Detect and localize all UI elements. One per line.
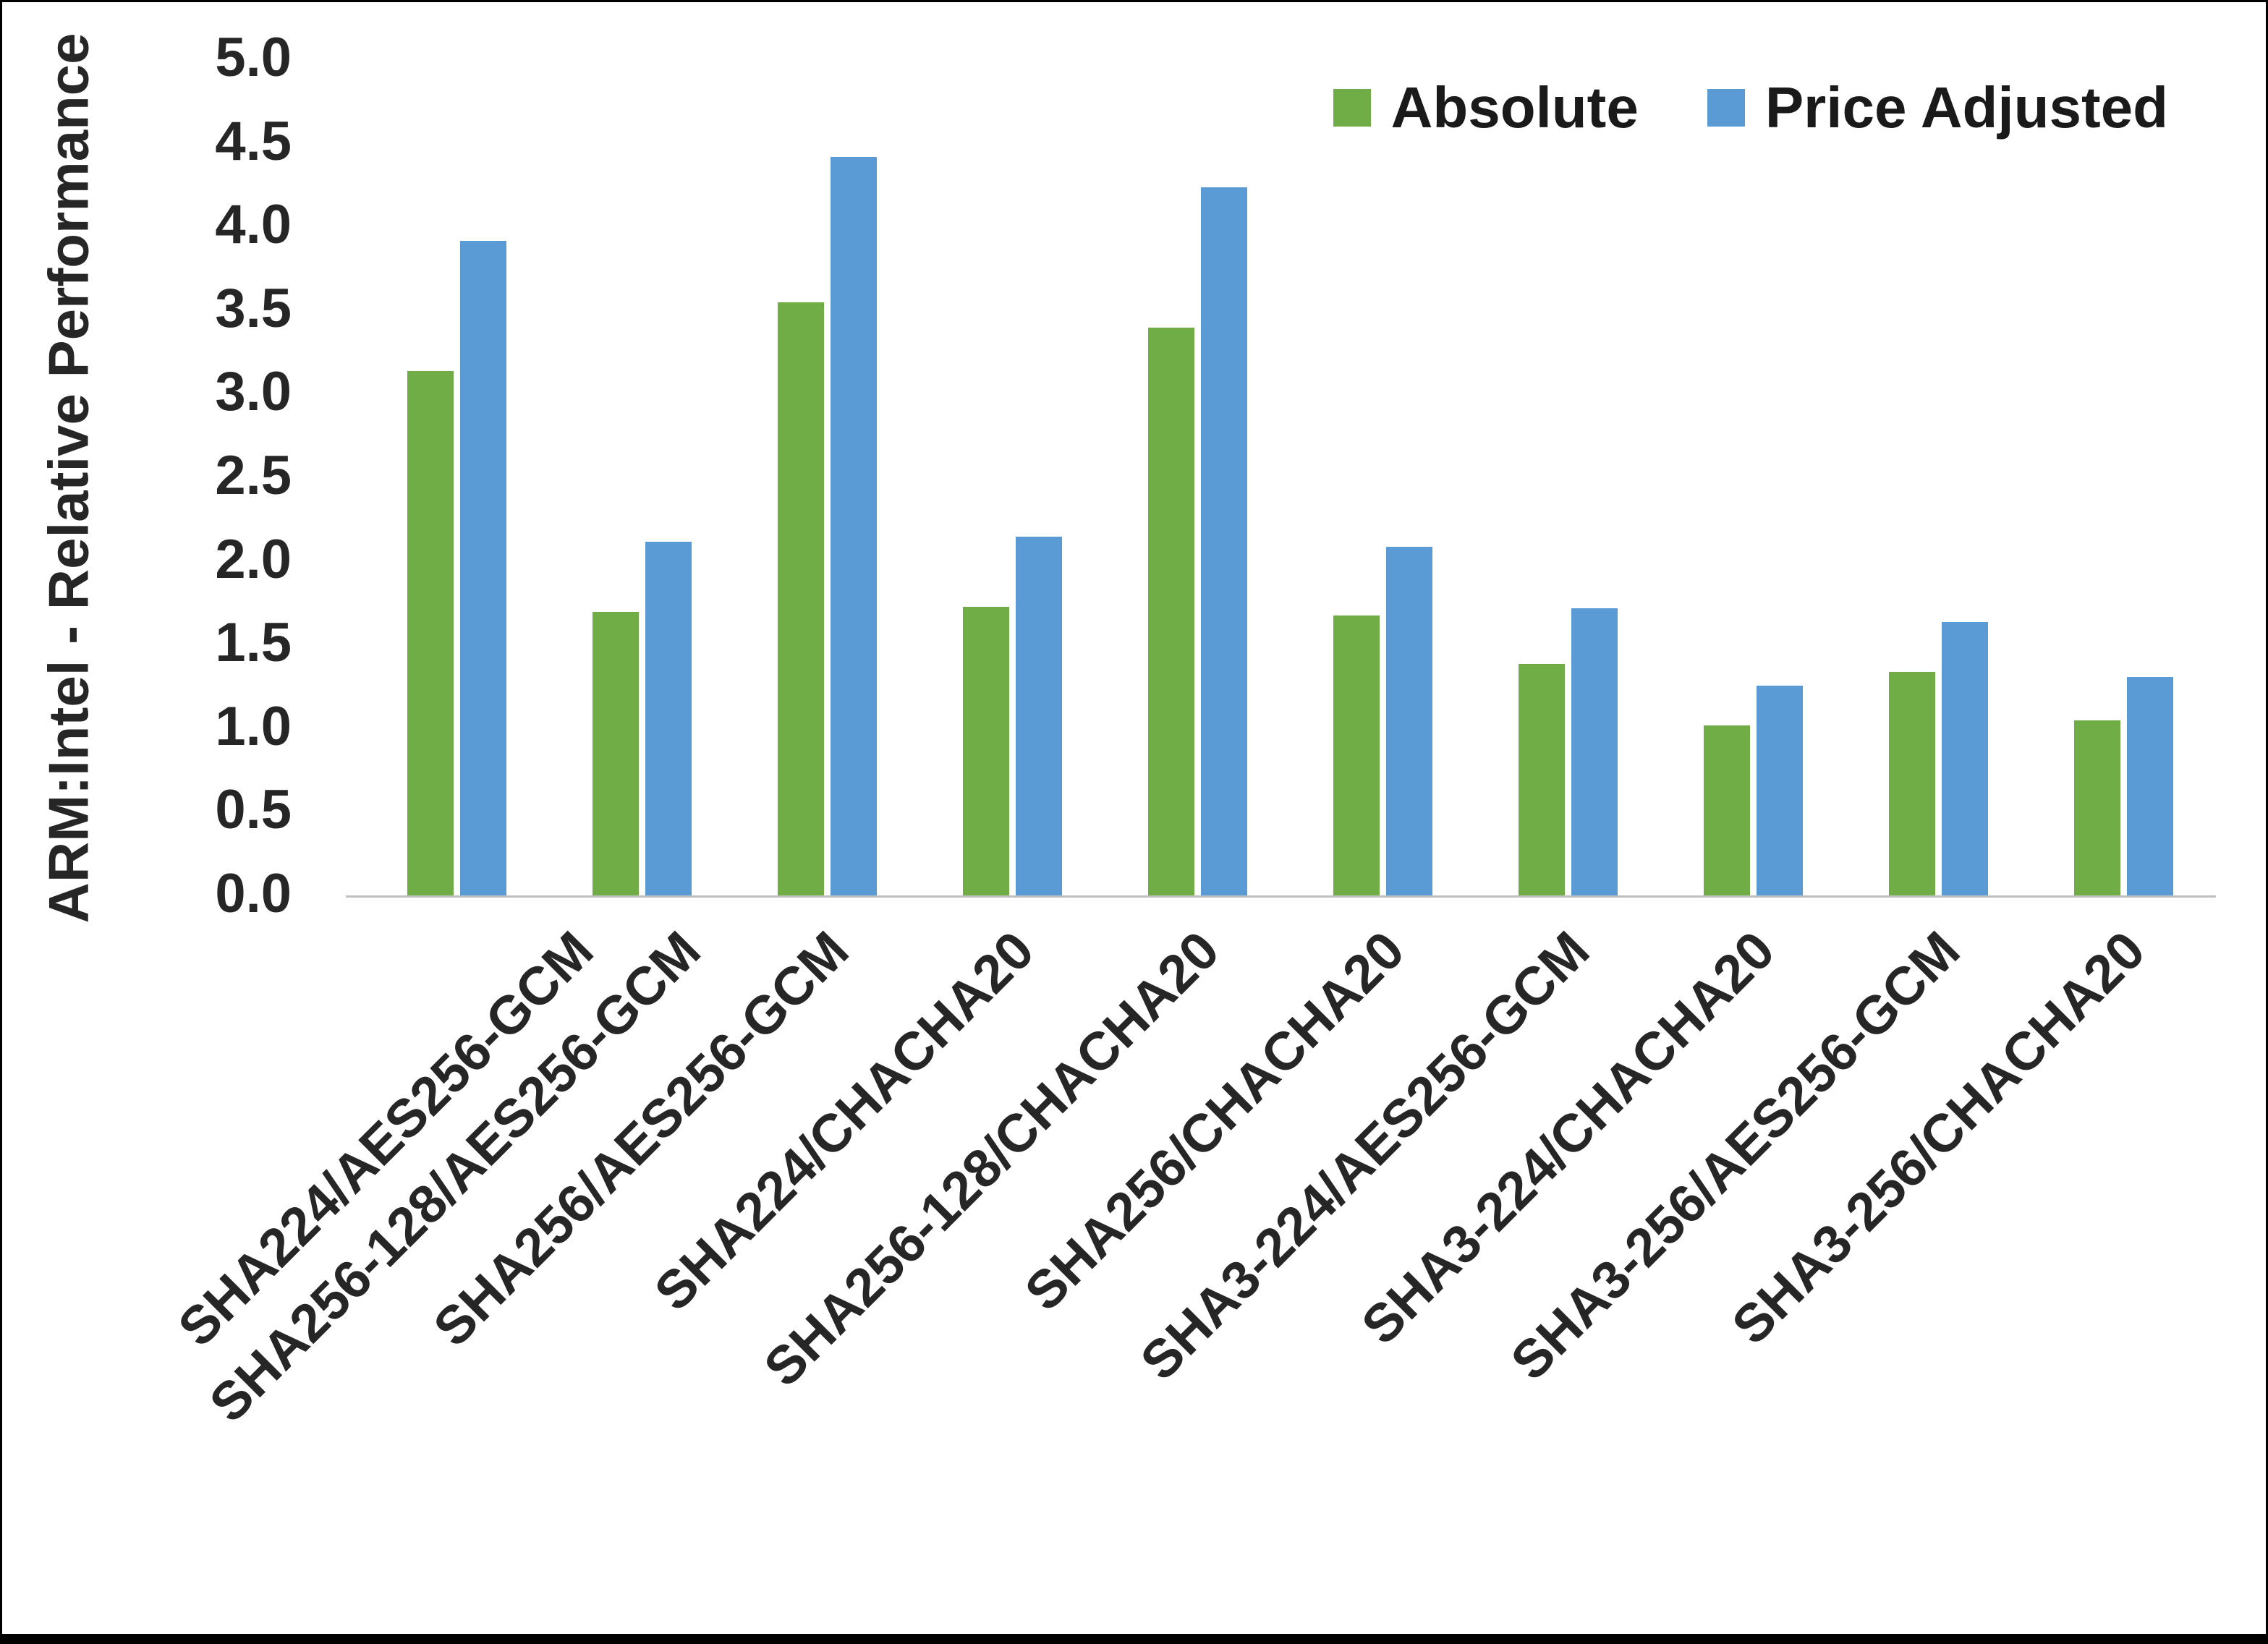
bar-absolute <box>1703 725 1750 896</box>
bar-price-adjusted <box>459 240 506 896</box>
y-tick-label: 0.0 <box>215 863 292 925</box>
plot-area <box>346 60 2216 898</box>
x-axis-line <box>346 895 2216 898</box>
y-axis-title: ARM:Intel - Relative Performance <box>36 33 101 924</box>
y-tick-label: 0.5 <box>215 779 292 841</box>
bar-price-adjusted <box>1756 685 1803 896</box>
y-tick-label: 2.0 <box>215 528 292 590</box>
bar-group <box>1475 60 1660 896</box>
legend-label-price-adjusted: Price Adjusted <box>1764 75 2168 140</box>
x-axis-label: SHA3-224/AES256-GCM <box>1129 919 1601 1392</box>
x-axis-label: SHA256-128/CHACHA20 <box>752 919 1231 1398</box>
bar-absolute <box>1888 672 1935 896</box>
y-tick-label: 3.0 <box>215 361 292 423</box>
bar-price-adjusted <box>2126 677 2173 896</box>
bar-absolute <box>1147 327 1194 896</box>
bar-group <box>919 60 1105 896</box>
bar-absolute <box>777 302 824 896</box>
bar-group <box>2031 60 2216 896</box>
legend-swatch-price-adjusted <box>1707 89 1745 127</box>
y-tick-label: 4.5 <box>215 110 292 172</box>
x-axis-label: SHA256/CHACHA20 <box>1013 919 1416 1322</box>
bar-price-adjusted <box>1015 536 1062 896</box>
legend-item-price-adjusted: Price Adjusted <box>1707 74 2168 141</box>
bar-absolute <box>2073 720 2120 896</box>
bar-price-adjusted <box>645 541 692 896</box>
bar-group <box>1105 60 1290 896</box>
bar-absolute <box>1518 663 1565 896</box>
bar-absolute <box>592 611 639 896</box>
legend-item-absolute: Absolute <box>1333 74 1639 141</box>
y-tick-label: 4.0 <box>215 194 292 256</box>
bar-group <box>1290 60 1475 896</box>
x-axis-label: SHA256/AES256-GCM <box>421 919 860 1358</box>
x-axis-label: SHA3-224/CHACHA20 <box>1349 919 1786 1356</box>
bar-absolute <box>962 607 1009 896</box>
bar-group <box>734 60 919 896</box>
legend-swatch-absolute <box>1333 89 1371 127</box>
x-axis-label: SHA224/AES256-GCM <box>166 919 605 1358</box>
bar-price-adjusted <box>830 157 877 896</box>
y-tick-label: 1.0 <box>215 695 292 757</box>
bar-group <box>1660 60 1846 896</box>
bar-groups <box>364 60 2216 896</box>
bar-absolute <box>1333 615 1380 896</box>
y-tick-label: 5.0 <box>215 27 292 89</box>
x-axis-label: SHA3-256/AES256-GCM <box>1499 919 1971 1392</box>
bar-group <box>549 60 734 896</box>
y-tick-label: 3.5 <box>215 277 292 339</box>
y-tick-label: 1.5 <box>215 612 292 674</box>
x-axis-label: SHA256-128/AES256-GCM <box>198 919 712 1434</box>
bar-absolute <box>407 371 454 896</box>
bar-group <box>364 60 549 896</box>
bar-price-adjusted <box>1385 546 1432 896</box>
x-axis-label: SHA3-256/CHACHA20 <box>1720 919 2157 1356</box>
legend-label-absolute: Absolute <box>1390 75 1639 140</box>
x-axis-label: SHA224/CHACHA20 <box>642 919 1045 1322</box>
bar-price-adjusted <box>1941 621 1988 896</box>
bar-price-adjusted <box>1200 187 1247 896</box>
bar-price-adjusted <box>1571 608 1618 896</box>
legend: Absolute Price Adjusted <box>1333 74 2168 141</box>
bar-group <box>1846 60 2031 896</box>
y-tick-label: 2.5 <box>215 445 292 507</box>
